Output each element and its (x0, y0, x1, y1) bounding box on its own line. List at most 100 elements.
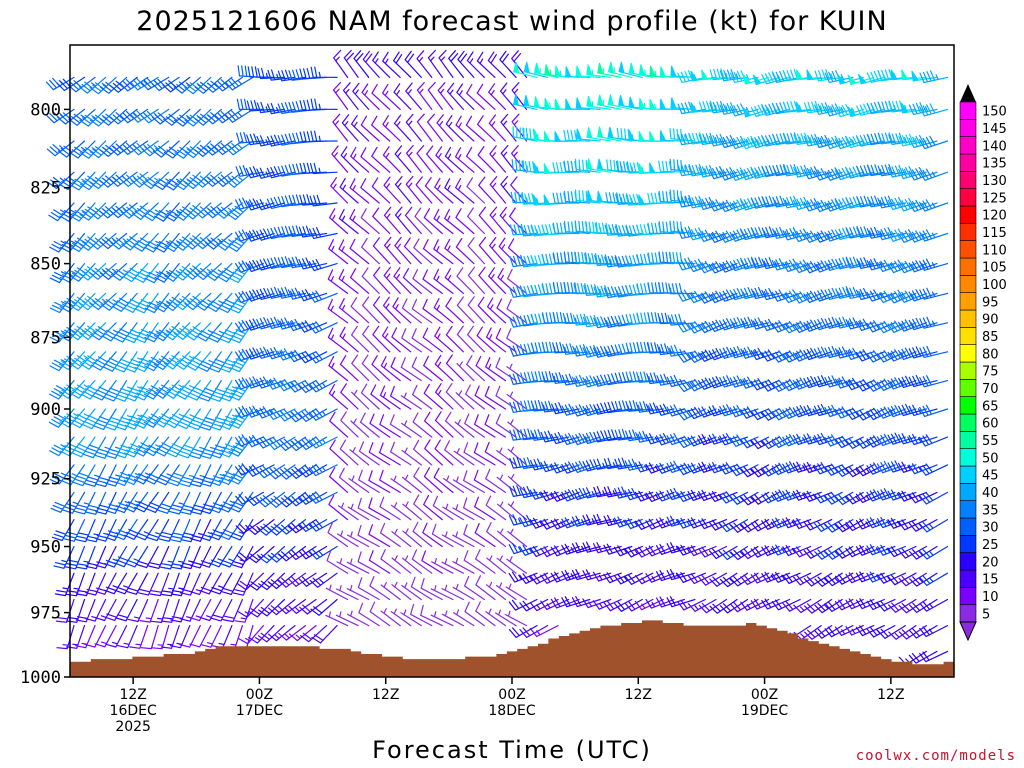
wind-barb (645, 402, 675, 415)
y-tick-label: 900 (30, 400, 61, 420)
wind-barb (614, 428, 643, 441)
wind-barb (56, 76, 86, 92)
wind-barb (582, 569, 612, 581)
wind-barb (761, 288, 791, 301)
wind-barb (486, 327, 507, 353)
wind-barb-flag (532, 194, 541, 206)
wind-barb (189, 436, 212, 459)
wind-barb (509, 285, 538, 298)
wind-barb (466, 177, 485, 204)
wind-barb (134, 491, 159, 513)
wind-barb (152, 140, 180, 158)
wind-barb-flag (638, 194, 646, 206)
wind-barb (867, 132, 896, 146)
wind-barb (256, 167, 286, 179)
colorbar-tick-label: 45 (982, 469, 999, 484)
x-tick-label: 12Z (119, 687, 146, 703)
wind-barb (382, 146, 401, 173)
wind-barb (391, 327, 412, 353)
wind-barb (379, 414, 401, 438)
wind-barb (908, 260, 938, 273)
wind-barb-flag (795, 101, 804, 113)
wind-barb (173, 76, 201, 94)
wind-barb (561, 489, 591, 502)
wind-barb (103, 380, 128, 402)
wind-barb (119, 140, 149, 155)
wind-barb (477, 115, 496, 142)
wind-barb (919, 463, 949, 476)
wind-barb-flag (586, 158, 593, 170)
wind-barb (782, 598, 812, 612)
wind-barb (390, 441, 412, 466)
wind-barb (277, 286, 307, 299)
wind-barb (655, 462, 685, 474)
wind-barb (151, 108, 180, 125)
wind-barb (761, 102, 791, 116)
wind-barb (444, 208, 464, 235)
wind-barb (423, 467, 443, 493)
wind-barb (145, 491, 170, 513)
wind-barb (584, 253, 612, 265)
wind-barb (268, 519, 296, 536)
wind-barb (813, 317, 843, 331)
credit-link[interactable]: coolwx.com/models (856, 748, 1016, 764)
wind-barb (94, 625, 117, 648)
wind-barb (228, 408, 254, 429)
wind-barb-flag (513, 94, 520, 106)
wind-barb (919, 199, 949, 212)
wind-barb (59, 232, 86, 253)
wind-barb (656, 343, 685, 356)
wind-barb (140, 76, 170, 91)
wind-barb (855, 571, 885, 583)
wind-barb (218, 519, 243, 541)
wind-barb (237, 572, 264, 591)
wind-barb (256, 228, 286, 241)
wind-barb (887, 377, 917, 390)
wind-barb (571, 404, 601, 417)
wind-barb (59, 202, 86, 222)
wind-barb (338, 298, 359, 324)
wind-barb (246, 491, 275, 507)
wind-barb (655, 433, 685, 446)
wind-barb (740, 316, 770, 329)
wind-barb (434, 177, 454, 204)
wind-barb-flag (607, 94, 614, 106)
wind-barb-flag (911, 70, 920, 82)
wind-barb (855, 544, 885, 556)
wind-barb-flag (670, 65, 677, 77)
wind-barb (792, 433, 822, 445)
wind-barb (455, 178, 475, 204)
wind-barb (184, 171, 212, 190)
wind-barb (740, 166, 770, 181)
wind-barb (144, 351, 170, 372)
wind-barb (729, 346, 759, 359)
wind-barb (877, 163, 906, 177)
wind-barb (541, 253, 570, 265)
wind-barb (495, 385, 517, 410)
wind-barb (411, 356, 433, 382)
wind-barb (362, 296, 380, 324)
wind-barb (194, 232, 222, 250)
wind-barb (466, 83, 485, 110)
wind-barb (824, 345, 854, 359)
wind-barb (541, 283, 570, 295)
wind-barb (384, 236, 401, 265)
wind-barb (782, 378, 812, 392)
wind-barb (153, 351, 180, 371)
wind-barb (803, 572, 833, 587)
wind-barb (288, 256, 317, 269)
wind-barb (184, 140, 212, 159)
colorbar-tick-label: 105 (982, 261, 1007, 276)
wind-barb (331, 145, 349, 173)
wind-barb (368, 497, 391, 521)
wind-barb-flag (596, 190, 604, 202)
wind-barb (474, 414, 496, 438)
wind-barb (887, 404, 917, 418)
wind-barb (667, 313, 696, 326)
wind-barb (919, 598, 949, 612)
wind-barb (500, 175, 517, 204)
wind-barb (353, 50, 370, 78)
wind-barb (327, 522, 349, 548)
wind-barb (390, 475, 412, 493)
wind-barb (698, 132, 728, 145)
